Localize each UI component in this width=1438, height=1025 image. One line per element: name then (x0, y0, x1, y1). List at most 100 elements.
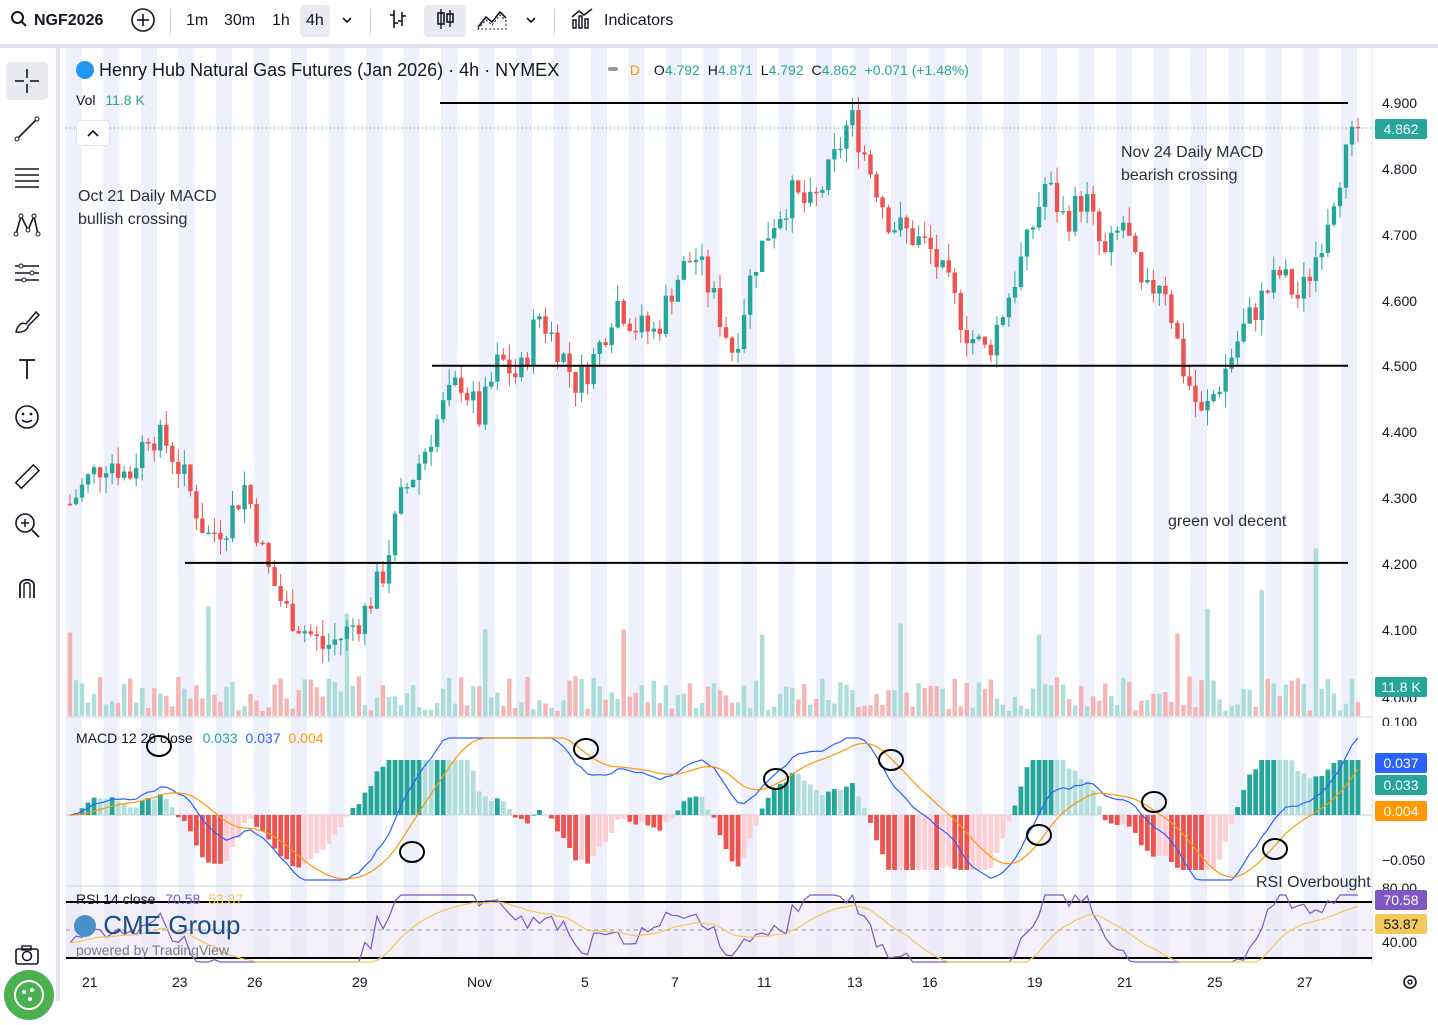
session-stripe (1003, 48, 1020, 958)
crosshair-icon[interactable] (6, 62, 48, 100)
indicators-icon[interactable] (570, 0, 594, 42)
volume-bar (465, 705, 470, 716)
date-tick: 25 (1207, 974, 1223, 990)
macd-histogram-bar (874, 815, 879, 841)
candle-body (260, 542, 265, 545)
cme-logo-text: CME Group (103, 910, 241, 940)
volume-bar (350, 685, 356, 716)
zoom-in-icon[interactable] (6, 506, 48, 544)
volume-bar (886, 690, 891, 716)
annotation-green-vol[interactable]: green vol decent (1168, 513, 1287, 530)
macd-histogram-bar (1211, 815, 1216, 870)
volume-bar (1241, 689, 1246, 716)
macd-signal-badge: 0.037 (1375, 753, 1427, 773)
magnet-icon[interactable] (6, 568, 48, 606)
candle-body (374, 571, 380, 609)
macd-histogram-bar (440, 760, 446, 815)
interval-1h[interactable]: 1h (272, 12, 290, 29)
volume-bar (320, 696, 325, 716)
macd-histogram-bar (723, 815, 729, 850)
macd-histogram-bar (380, 766, 386, 815)
volume-bar (1289, 680, 1294, 716)
macd-histogram-bar (741, 815, 747, 858)
eye-icon[interactable] (608, 67, 618, 71)
macd-histogram-bar (218, 815, 223, 864)
volume-bar (314, 687, 319, 716)
macd-histogram-bar (928, 815, 934, 870)
macd-histogram-bar (621, 815, 627, 820)
interval-4h[interactable]: 4h (300, 5, 330, 37)
candle-body (127, 471, 133, 479)
annotation-oct21[interactable]: Oct 21 Daily MACD bullish crossing (78, 188, 217, 228)
macd-histogram-bar (1036, 760, 1042, 815)
trend-line-icon[interactable] (6, 110, 48, 148)
compare-add-icon[interactable] (130, 0, 156, 42)
candle-body (892, 230, 897, 233)
brush-icon[interactable] (6, 302, 48, 340)
session-stripe (1041, 48, 1057, 958)
macd-histogram-bar (362, 792, 368, 815)
ruler-icon[interactable] (6, 458, 48, 496)
macd-histogram-bar (705, 809, 711, 815)
macd-histogram-bar (1307, 778, 1313, 815)
macd-histogram-bar (1138, 815, 1144, 846)
indicators-button[interactable]: Indicators (604, 12, 674, 29)
settings-gear-icon[interactable] (1400, 972, 1420, 997)
powered-by[interactable]: powered by TradingView (76, 942, 230, 958)
volume-bar (1012, 696, 1018, 716)
volume-bar (844, 684, 849, 716)
volume-bar (1235, 704, 1240, 716)
volume-bar (579, 679, 584, 716)
interval-1m[interactable]: 1m (186, 12, 209, 29)
cme-logo: CME Group (74, 910, 241, 941)
volume-bar (1229, 705, 1234, 716)
macd-histogram-bar (350, 807, 356, 815)
candle-body (988, 344, 994, 356)
macd-histogram-bar (1078, 778, 1084, 815)
candle-body (230, 505, 235, 539)
annotation-nov24[interactable]: Nov 24 Daily MACD bearish crossing (1121, 144, 1264, 184)
symbol-search[interactable]: NGF2026 (34, 12, 104, 29)
candle-body (1295, 294, 1301, 299)
candle-body (158, 424, 163, 451)
annotation-rsi-overbought[interactable]: RSI Overbought (1256, 874, 1371, 891)
area-style-icon[interactable] (476, 0, 508, 42)
bar-style-icon[interactable] (386, 0, 410, 42)
macd-histogram-bar (549, 815, 554, 819)
candle-body (218, 532, 223, 540)
candle-body (1054, 182, 1060, 213)
macd-label: MACD 12 26 close (76, 730, 193, 746)
macd-histogram-bar (175, 815, 181, 818)
candle-body (248, 485, 253, 505)
candle-body (344, 626, 350, 639)
candle-body (958, 293, 963, 330)
chart-canvas[interactable] (0, 0, 1438, 1001)
macd-signal-line (69, 737, 1359, 880)
macd-histogram-bar (1018, 786, 1024, 815)
volume-bar (338, 691, 344, 716)
text-icon[interactable] (6, 350, 48, 388)
candle-body (1072, 196, 1078, 232)
interval-30m[interactable]: 30m (224, 12, 256, 29)
fib-retracement-icon[interactable] (6, 158, 48, 196)
macd-histogram-bar (224, 815, 229, 862)
collapse-legend-button[interactable] (76, 120, 110, 146)
chevron-down-icon[interactable] (524, 0, 538, 42)
camera-icon[interactable] (6, 936, 48, 974)
candle-body (1325, 224, 1331, 253)
search-icon[interactable] (10, 0, 28, 42)
candle-body (747, 275, 753, 315)
symbol-logo-icon (76, 61, 94, 79)
chevron-down-icon[interactable] (340, 0, 354, 42)
candles-style-icon[interactable] (424, 5, 466, 37)
macd-histogram-bar (561, 815, 566, 839)
chevron-up-icon (87, 129, 99, 137)
prediction-icon[interactable] (6, 254, 48, 292)
volume-bar (633, 692, 638, 716)
macd-hist-value: 0.004 (288, 730, 324, 746)
pattern-icon[interactable] (6, 206, 48, 244)
candle-body (651, 328, 657, 332)
candle-body (1090, 194, 1096, 212)
macd-histogram-bar (771, 789, 777, 815)
emoji-icon[interactable] (6, 398, 48, 436)
